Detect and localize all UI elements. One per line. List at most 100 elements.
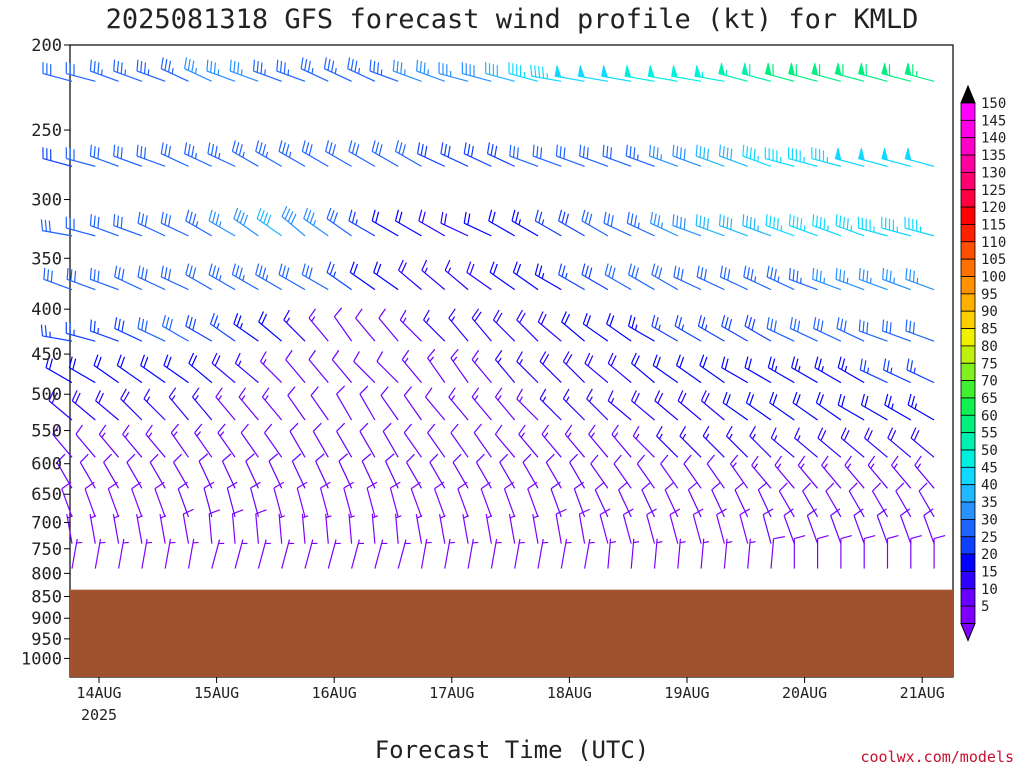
wind-barb: [203, 481, 215, 518]
wind-barb: [61, 481, 73, 518]
wind-barb: [326, 261, 352, 291]
wind-barb: [349, 261, 376, 291]
wind-barb: [359, 385, 376, 421]
colorbar-segment: [960, 293, 976, 312]
wind-barb: [751, 455, 772, 489]
wind-barb: [876, 508, 889, 544]
wind-barb: [584, 538, 595, 569]
wind-barb: [348, 513, 355, 544]
wind-barb: [448, 387, 469, 421]
wind-barb: [745, 391, 772, 421]
wind-barb: [749, 425, 772, 458]
wind-barb: [384, 453, 399, 489]
wind-barb: [361, 453, 376, 489]
wind-barb: [45, 356, 73, 384]
wind-barb: [42, 62, 73, 82]
time-axis: 14AUG 15AUG 16AUG 17AUG 18AUG 19AUG 20AUG 21AUG: [76, 677, 945, 702]
wind-barb: [137, 265, 166, 291]
wind-barb: [417, 142, 446, 167]
y-tick-label: 700: [31, 513, 62, 533]
wind-barb: [160, 57, 189, 82]
wind-barb: [471, 387, 492, 421]
colorbar-label: 15: [981, 564, 998, 580]
wind-barb: [389, 481, 401, 518]
wind-barb: [154, 481, 166, 518]
wind-barb: [607, 352, 632, 384]
wind-barb: [397, 539, 411, 569]
wind-barb: [141, 538, 153, 569]
wind-barb: [607, 538, 616, 569]
wind-barb: [530, 64, 562, 82]
wind-barb: [366, 481, 378, 518]
wind-barb: [233, 207, 259, 237]
wind-barb: [918, 482, 935, 518]
colorbar-label: 115: [981, 217, 1006, 233]
wind-barb: [403, 386, 422, 421]
wind-barb: [581, 209, 609, 237]
wind-barb: [606, 313, 632, 342]
wind-barb: [860, 393, 888, 421]
wind-barb: [226, 481, 238, 518]
wind-barb: [206, 59, 236, 82]
wind-barb: [221, 453, 236, 489]
wind-barb: [208, 263, 236, 291]
wind-barb: [65, 147, 96, 167]
wind-barb: [75, 424, 96, 458]
wind-barb: [816, 534, 829, 569]
wind-barb: [420, 538, 432, 569]
wind-barb: [94, 538, 106, 569]
wind-barb: [336, 422, 353, 458]
y-tick-label: 200: [31, 36, 62, 56]
wind-barb: [923, 508, 935, 544]
wind-barb: [509, 144, 539, 167]
wind-barb: [301, 263, 329, 291]
wind-barb: [905, 319, 935, 342]
wind-barb: [208, 509, 221, 544]
wind-barb: [734, 481, 749, 518]
wind-barb: [630, 538, 640, 569]
wind-barb: [301, 140, 329, 167]
wind-barb: [245, 453, 259, 489]
wind-barb: [187, 538, 199, 569]
wind-barb: [730, 454, 749, 489]
wind-barb: [131, 481, 143, 518]
wind-barb: [836, 317, 865, 342]
wind-barb: [289, 422, 306, 458]
wind-barb: [89, 214, 119, 237]
wind-barb: [258, 311, 283, 342]
wind-barb: [343, 481, 354, 518]
wind-barb: [695, 214, 725, 237]
wind-barb: [788, 62, 818, 82]
colorbar-segment: [960, 588, 976, 607]
wind-barb: [602, 144, 632, 167]
wind-barb: [93, 354, 119, 384]
wind-barb: [788, 267, 818, 291]
wind-barb: [766, 317, 795, 342]
wind-barb: [886, 534, 899, 569]
wind-barb: [485, 62, 515, 82]
wind-barb: [791, 356, 818, 384]
wind-barb: [471, 308, 492, 342]
wind-barb: [677, 390, 702, 421]
wind-barb: [788, 214, 818, 237]
wind-barb: [450, 423, 469, 458]
wind-barb: [722, 391, 749, 421]
wind-barb: [303, 207, 329, 237]
wind-barb: [401, 349, 422, 384]
wind-barb: [473, 423, 492, 458]
colorbar-segment: [960, 154, 976, 173]
wind-barb: [209, 313, 236, 342]
wind-barb: [721, 356, 749, 384]
colorbar-segment: [960, 102, 976, 121]
wind-barb: [825, 482, 842, 518]
wind-barb: [883, 358, 912, 384]
wind-barb: [767, 356, 795, 384]
wind-barb: [122, 424, 143, 458]
wind-barb: [910, 427, 935, 458]
wind-barb: [184, 57, 213, 82]
wind-barb: [89, 59, 119, 82]
colorbar-label: 75: [981, 356, 998, 372]
wind-barb: [238, 387, 259, 421]
wind-barb: [160, 211, 189, 237]
